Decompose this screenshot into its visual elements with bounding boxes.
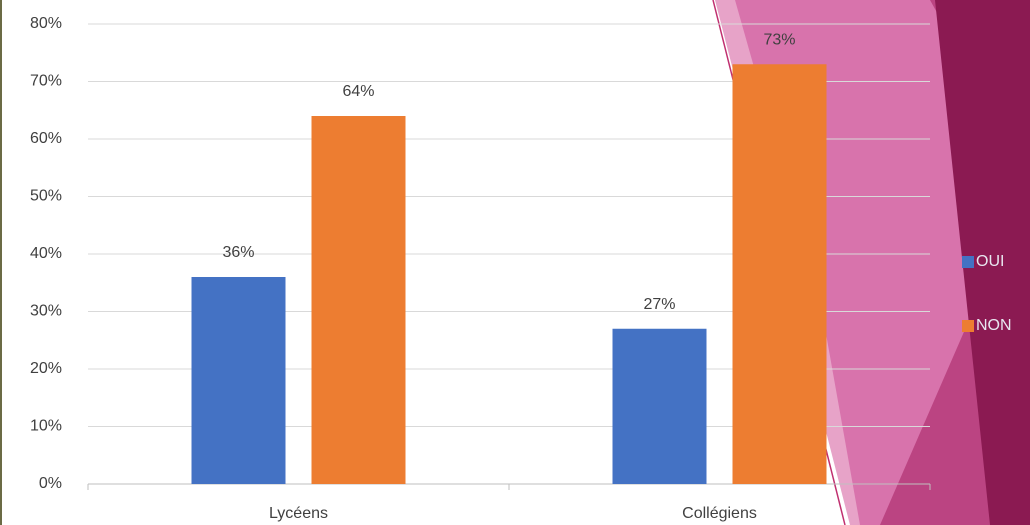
y-tick-label: 40% <box>30 245 62 262</box>
y-tick-label: 70% <box>30 73 62 90</box>
x-tick-label: Lycéens <box>269 505 328 522</box>
y-tick-label: 50% <box>30 188 62 205</box>
legend-label: NON <box>976 317 1012 334</box>
y-tick-label: 30% <box>30 303 62 320</box>
y-tick-label: 10% <box>30 418 62 435</box>
value-label: 64% <box>342 83 374 100</box>
y-tick-label: 80% <box>30 15 62 32</box>
bar <box>732 64 827 484</box>
x-tick-label: Collégiens <box>682 505 757 522</box>
decor-darkest <box>935 0 1030 525</box>
y-tick-label: 20% <box>30 360 62 377</box>
bar <box>311 116 406 484</box>
bar <box>612 328 707 484</box>
y-tick-label: 0% <box>39 475 62 492</box>
value-label: 73% <box>763 31 795 48</box>
legend-marker <box>962 320 974 332</box>
value-label: 36% <box>222 244 254 261</box>
legend-label: OUI <box>976 253 1004 270</box>
y-tick-label: 60% <box>30 130 62 147</box>
bar <box>191 277 286 484</box>
value-label: 27% <box>643 296 675 313</box>
legend-marker <box>962 256 974 268</box>
